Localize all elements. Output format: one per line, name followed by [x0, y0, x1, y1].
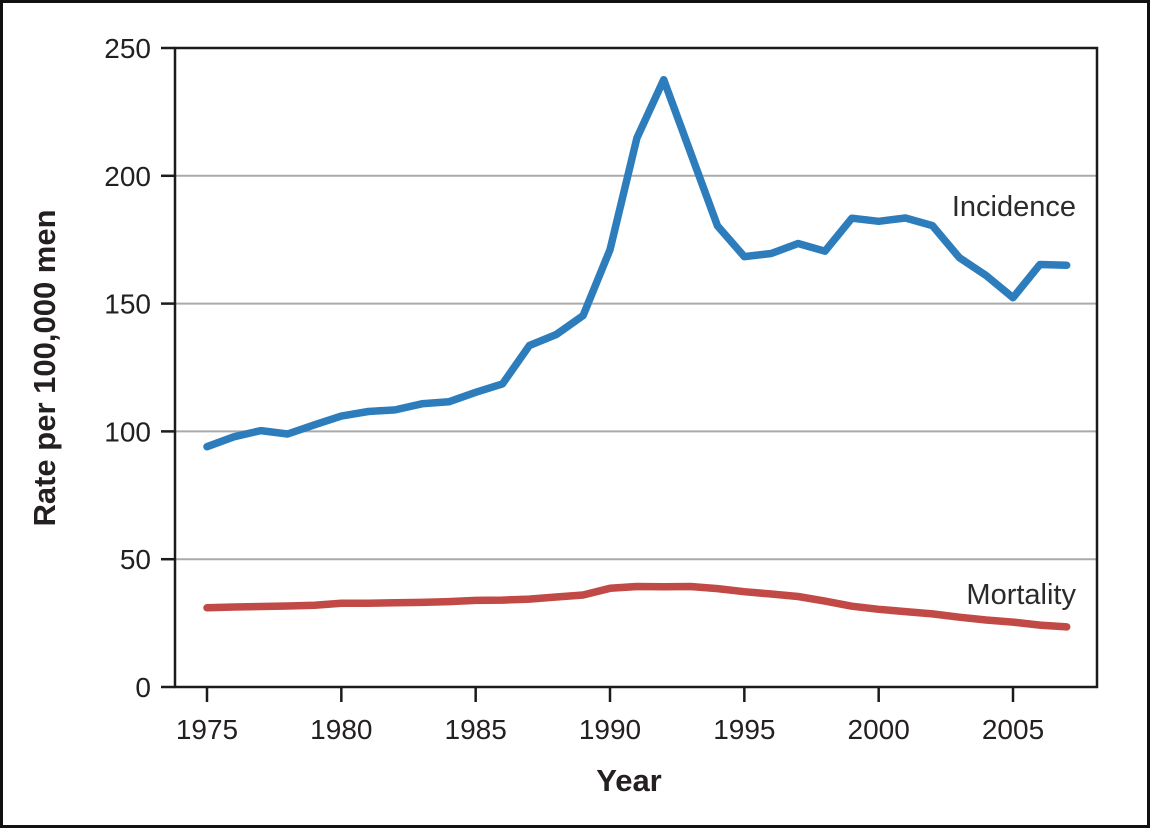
x-tick-label-2000: 2000: [848, 714, 910, 745]
x-tick-label-1995: 1995: [713, 714, 775, 745]
y-tick-label-0: 0: [135, 672, 151, 703]
incidence-series-label: Incidence: [952, 191, 1076, 223]
y-axis-tick-labels: 0 50 100 150 200 250: [104, 33, 151, 703]
x-tick-label-1975: 1975: [176, 714, 238, 745]
gridlines: [175, 174, 1097, 561]
x-tick-label-1985: 1985: [445, 714, 507, 745]
y-tick-label-150: 150: [104, 289, 151, 320]
x-tick-label-1990: 1990: [579, 714, 641, 745]
y-tick-label-250: 250: [104, 33, 151, 64]
x-tick-label-1980: 1980: [310, 714, 372, 745]
y-tick-label-100: 100: [104, 416, 151, 447]
line-chart: 0 50 100 150 200 250 1975 1980 1985 1990 1995 2000…: [27, 33, 1099, 798]
mortality-line: [203, 582, 1071, 631]
y-axis-ticks: [161, 46, 175, 689]
y-tick-label-200: 200: [104, 161, 151, 192]
x-tick-label-2005: 2005: [982, 714, 1044, 745]
plot-frame: [173, 46, 1099, 689]
x-axis-tick-labels: 1975 1980 1985 1990 1995 2000 2005: [176, 714, 1044, 745]
y-axis-title: Rate per 100,000 men: [27, 209, 62, 526]
x-axis-title: Year: [596, 763, 662, 798]
mortality-series-label: Mortality: [966, 579, 1076, 611]
y-tick-label-50: 50: [120, 544, 151, 575]
x-axis-ticks: [205, 687, 1015, 702]
incidence-line: [203, 75, 1071, 451]
